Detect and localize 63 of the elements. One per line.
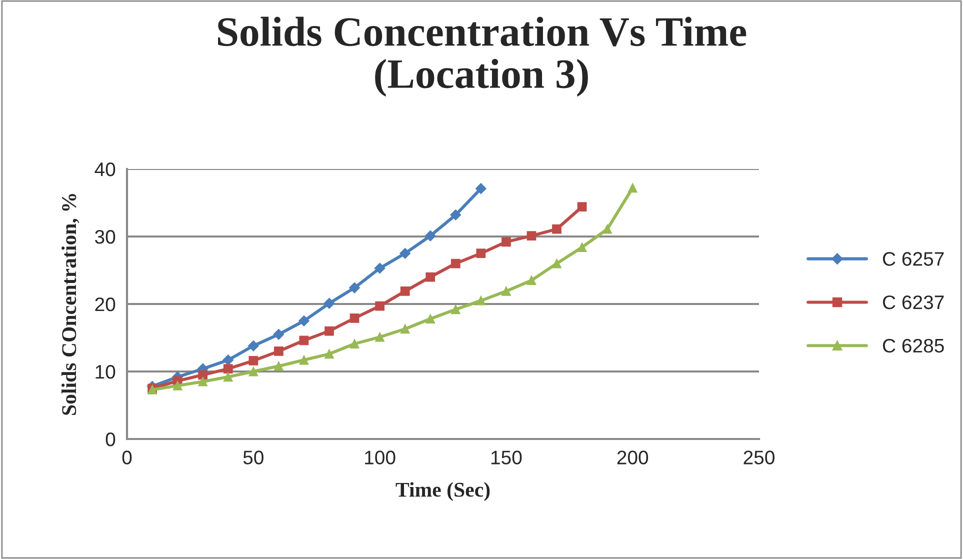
point: [602, 224, 612, 234]
point: [299, 355, 309, 365]
point: [450, 258, 460, 268]
point: [552, 258, 562, 268]
point: [172, 380, 182, 390]
point: [223, 364, 233, 374]
point: [502, 286, 511, 296]
x-tick-label: 50: [243, 450, 264, 464]
x-axis-title: Time (Sec): [396, 482, 490, 502]
point: [450, 304, 460, 314]
point: [375, 332, 384, 342]
legend-label: C 6285: [882, 338, 944, 353]
point: [400, 248, 411, 259]
point: [324, 298, 335, 309]
point: [273, 328, 284, 340]
point: [400, 286, 410, 296]
point: [198, 370, 208, 380]
point: [526, 276, 536, 286]
x-tick-label: 250: [744, 450, 774, 464]
legend-label: C 6257: [882, 252, 944, 266]
point: [349, 282, 360, 294]
y-tick-label: 0: [106, 432, 116, 446]
point: [475, 183, 486, 194]
point: [350, 339, 360, 349]
point: [298, 315, 310, 326]
x-tick-label: 0: [122, 450, 132, 464]
point: [274, 361, 284, 371]
legend-label: C 6237: [882, 295, 944, 310]
point: [350, 313, 360, 323]
y-tick-label: 30: [95, 230, 116, 244]
point: [248, 340, 259, 352]
point: [223, 372, 233, 382]
y-tick-label: 20: [95, 297, 116, 312]
point: [476, 248, 486, 258]
x-tick-label: 200: [617, 450, 648, 464]
point: [577, 202, 587, 212]
point: [424, 230, 436, 242]
point: [628, 183, 638, 193]
point: [426, 272, 436, 282]
point: [222, 354, 234, 366]
x-tick-label: 150: [491, 450, 522, 464]
y-tick-label: 40: [94, 162, 116, 176]
point: [526, 231, 536, 241]
point: [248, 366, 258, 376]
point: [299, 336, 309, 346]
point: [426, 314, 436, 324]
x-tick-label: 100: [365, 450, 396, 464]
point: [274, 346, 284, 356]
point: [198, 376, 208, 386]
y-tick-label: 10: [96, 364, 116, 379]
point: [400, 324, 410, 334]
point: [502, 237, 511, 247]
point: [476, 296, 486, 306]
point: [375, 301, 384, 311]
y-axis-title: Solids COncentration, %: [61, 194, 80, 415]
point: [450, 209, 462, 220]
point: [324, 349, 334, 359]
point: [248, 356, 258, 366]
point: [324, 326, 334, 336]
chart-title: Solids Concentration Vs Time (Location 3): [218, 16, 746, 97]
point: [577, 242, 587, 252]
point: [552, 224, 562, 234]
point: [374, 262, 386, 274]
